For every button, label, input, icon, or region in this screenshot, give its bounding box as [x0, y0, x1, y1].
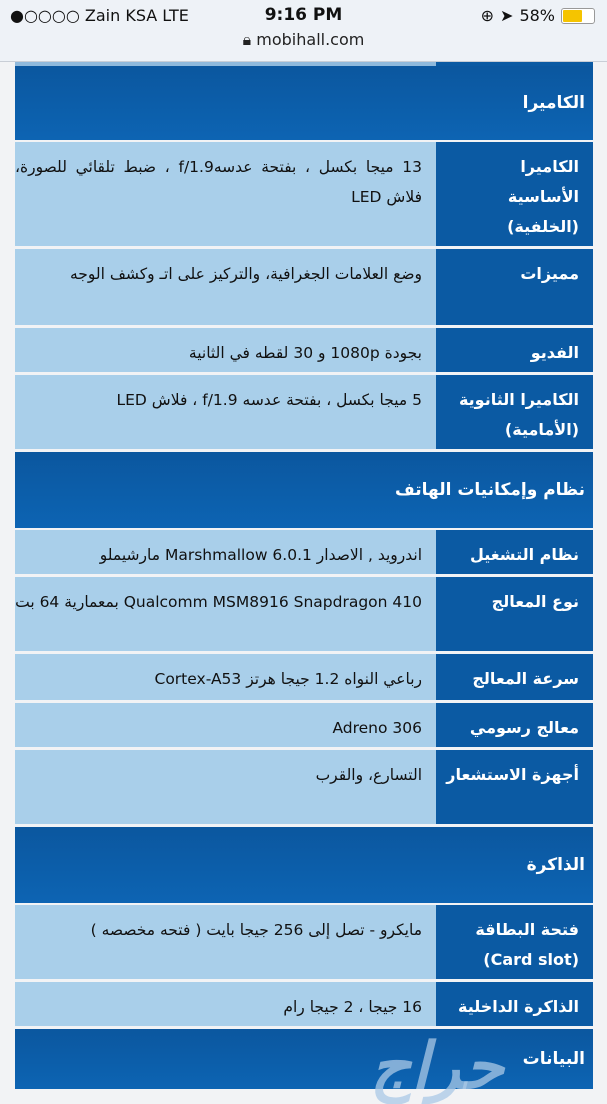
spec-label: معالج رسومي: [436, 703, 593, 747]
spec-label: نظام التشغيل: [436, 530, 593, 574]
section-header: نظام وإمكانيات الهاتف: [15, 452, 593, 528]
spec-value: Qualcomm MSM8916 Snapdragon 410 بمعمارية…: [15, 577, 436, 651]
spec-value: بجودة 1080p و 30 لقطه في الثانية: [15, 328, 436, 372]
rotation-lock-icon: ⊕: [480, 6, 495, 25]
spec-value: 16 جيجا ، 2 جيجا رام: [15, 982, 436, 1026]
status-bar: ●○○○○ Zain KSA LTE 9:16 PM ⊕ ➤ 58% 🔒︎ mo…: [0, 0, 607, 62]
spec-value: 5 ميجا بكسل ، بفتحة عدسه f/1.9 ، فلاش LE…: [15, 375, 436, 449]
spec-label: فتحة البطاقة (Card slot): [436, 905, 593, 979]
spec-label: أجهزة الاستشعار: [436, 750, 593, 824]
location-icon: ➤: [500, 6, 514, 25]
spec-value: اندرويد , الاصدار Marshmallow 6.0.1 مارش…: [15, 530, 436, 574]
haraj-watermark-logo: حراج: [370, 1030, 504, 1104]
url-text: mobihall.com: [256, 30, 365, 49]
spec-value: مايكرو - تصل إلى 256 جيجا بايت ( فتحه مخ…: [15, 905, 436, 979]
spec-row: الذاكرة الداخلية 16 جيجا ، 2 جيجا رام: [15, 982, 593, 1026]
spec-label: مميزات: [436, 249, 593, 325]
spec-label: الفديو: [436, 328, 593, 372]
spec-row: مميزات وضع العلامات الجغرافية، والتركيز ع…: [15, 249, 593, 325]
battery-icon: [561, 7, 595, 24]
spec-row: نظام التشغيل اندرويد , الاصدار Marshmallo…: [15, 530, 593, 574]
spec-label: الكاميرا الثانوية (الأمامية): [436, 375, 593, 449]
section-header: البيانات: [15, 1029, 593, 1089]
spec-label: سرعة المعالج: [436, 654, 593, 700]
spec-row: فتحة البطاقة (Card slot) مايكرو - تصل إلى…: [15, 905, 593, 979]
lock-icon: 🔒︎: [242, 30, 252, 49]
top-strip: [15, 62, 593, 66]
status-right: ⊕ ➤ 58%: [481, 6, 595, 25]
spec-row: الكاميرا الثانوية (الأمامية) 5 ميجا بكسل …: [15, 375, 593, 449]
spec-value: رباعي النواه 1.2 جيجا هرتز Cortex-A53: [15, 654, 436, 700]
carrier: ●○○○○ Zain KSA LTE: [10, 6, 189, 25]
clock: 9:16 PM: [264, 5, 343, 25]
spec-value: Adreno 306: [15, 703, 436, 747]
spec-value: 13 ميجا بكسل ، بفتحة عدسهf/1.9 ، ضبط تلق…: [15, 142, 436, 246]
spec-label: الذاكرة الداخلية: [436, 982, 593, 1026]
spec-row: معالج رسومي Adreno 306: [15, 703, 593, 747]
section-header: الكاميرا: [15, 66, 593, 140]
battery-percent: 58%: [519, 6, 555, 25]
section-header: الذاكرة: [15, 827, 593, 903]
spec-value: وضع العلامات الجغرافية، والتركيز على اتـ…: [15, 249, 436, 325]
spec-row: سرعة المعالج رباعي النواه 1.2 جيجا هرتز C…: [15, 654, 593, 700]
spec-table: الكاميرا الكاميرا الأساسية (الخلفية) 13 مي…: [15, 62, 593, 1091]
spec-row: الكاميرا الأساسية (الخلفية) 13 ميجا بكسل …: [15, 142, 593, 246]
spec-row: أجهزة الاستشعار التسارع، والقرب: [15, 750, 593, 824]
spec-label: الكاميرا الأساسية (الخلفية): [436, 142, 593, 246]
spec-row: نوع المعالج Qualcomm MSM8916 Snapdragon 4…: [15, 577, 593, 651]
address-bar[interactable]: 🔒︎ mobihall.com: [0, 30, 607, 50]
spec-value: التسارع، والقرب: [15, 750, 436, 824]
spec-label: نوع المعالج: [436, 577, 593, 651]
spec-row: الفديو بجودة 1080p و 30 لقطه في الثانية: [15, 328, 593, 372]
